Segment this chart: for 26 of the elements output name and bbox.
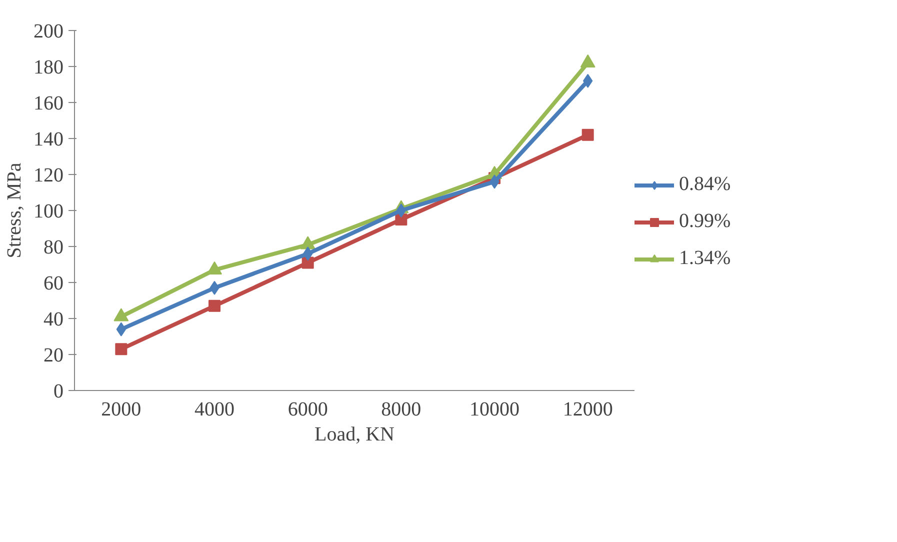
x-tick-label: 2000 [101, 398, 142, 420]
legend-label: 0.99% [679, 210, 731, 233]
y-tick-label: 180 [34, 56, 64, 78]
x-axis-title: Load, KN [314, 424, 394, 446]
x-tick-label: 6000 [288, 398, 328, 420]
y-tick-label: 60 [44, 272, 64, 294]
y-tick-label: 20 [44, 344, 64, 366]
x-tick-label: 10000 [470, 398, 520, 420]
y-tick-label: 0 [54, 380, 64, 402]
point [115, 343, 128, 356]
point [208, 300, 220, 312]
y-tick-label: 200 [34, 20, 64, 42]
legend-label: 0.84% [679, 173, 731, 196]
x-tick-label: 4000 [194, 398, 234, 420]
y-tick-label: 80 [44, 236, 64, 258]
y-tick-label: 120 [34, 164, 64, 186]
y-tick-label: 100 [34, 200, 64, 222]
y-tick-label: 40 [44, 308, 64, 330]
x-tick-label: 12000 [562, 398, 613, 420]
point [582, 128, 594, 141]
y-tick-label: 160 [34, 92, 64, 114]
y-axis-title: Stress, MPa [4, 162, 26, 258]
y-tick-label: 140 [34, 128, 64, 150]
legend-label: 1.34% [679, 247, 731, 270]
point [396, 204, 406, 218]
x-tick-label: 8000 [381, 398, 422, 420]
